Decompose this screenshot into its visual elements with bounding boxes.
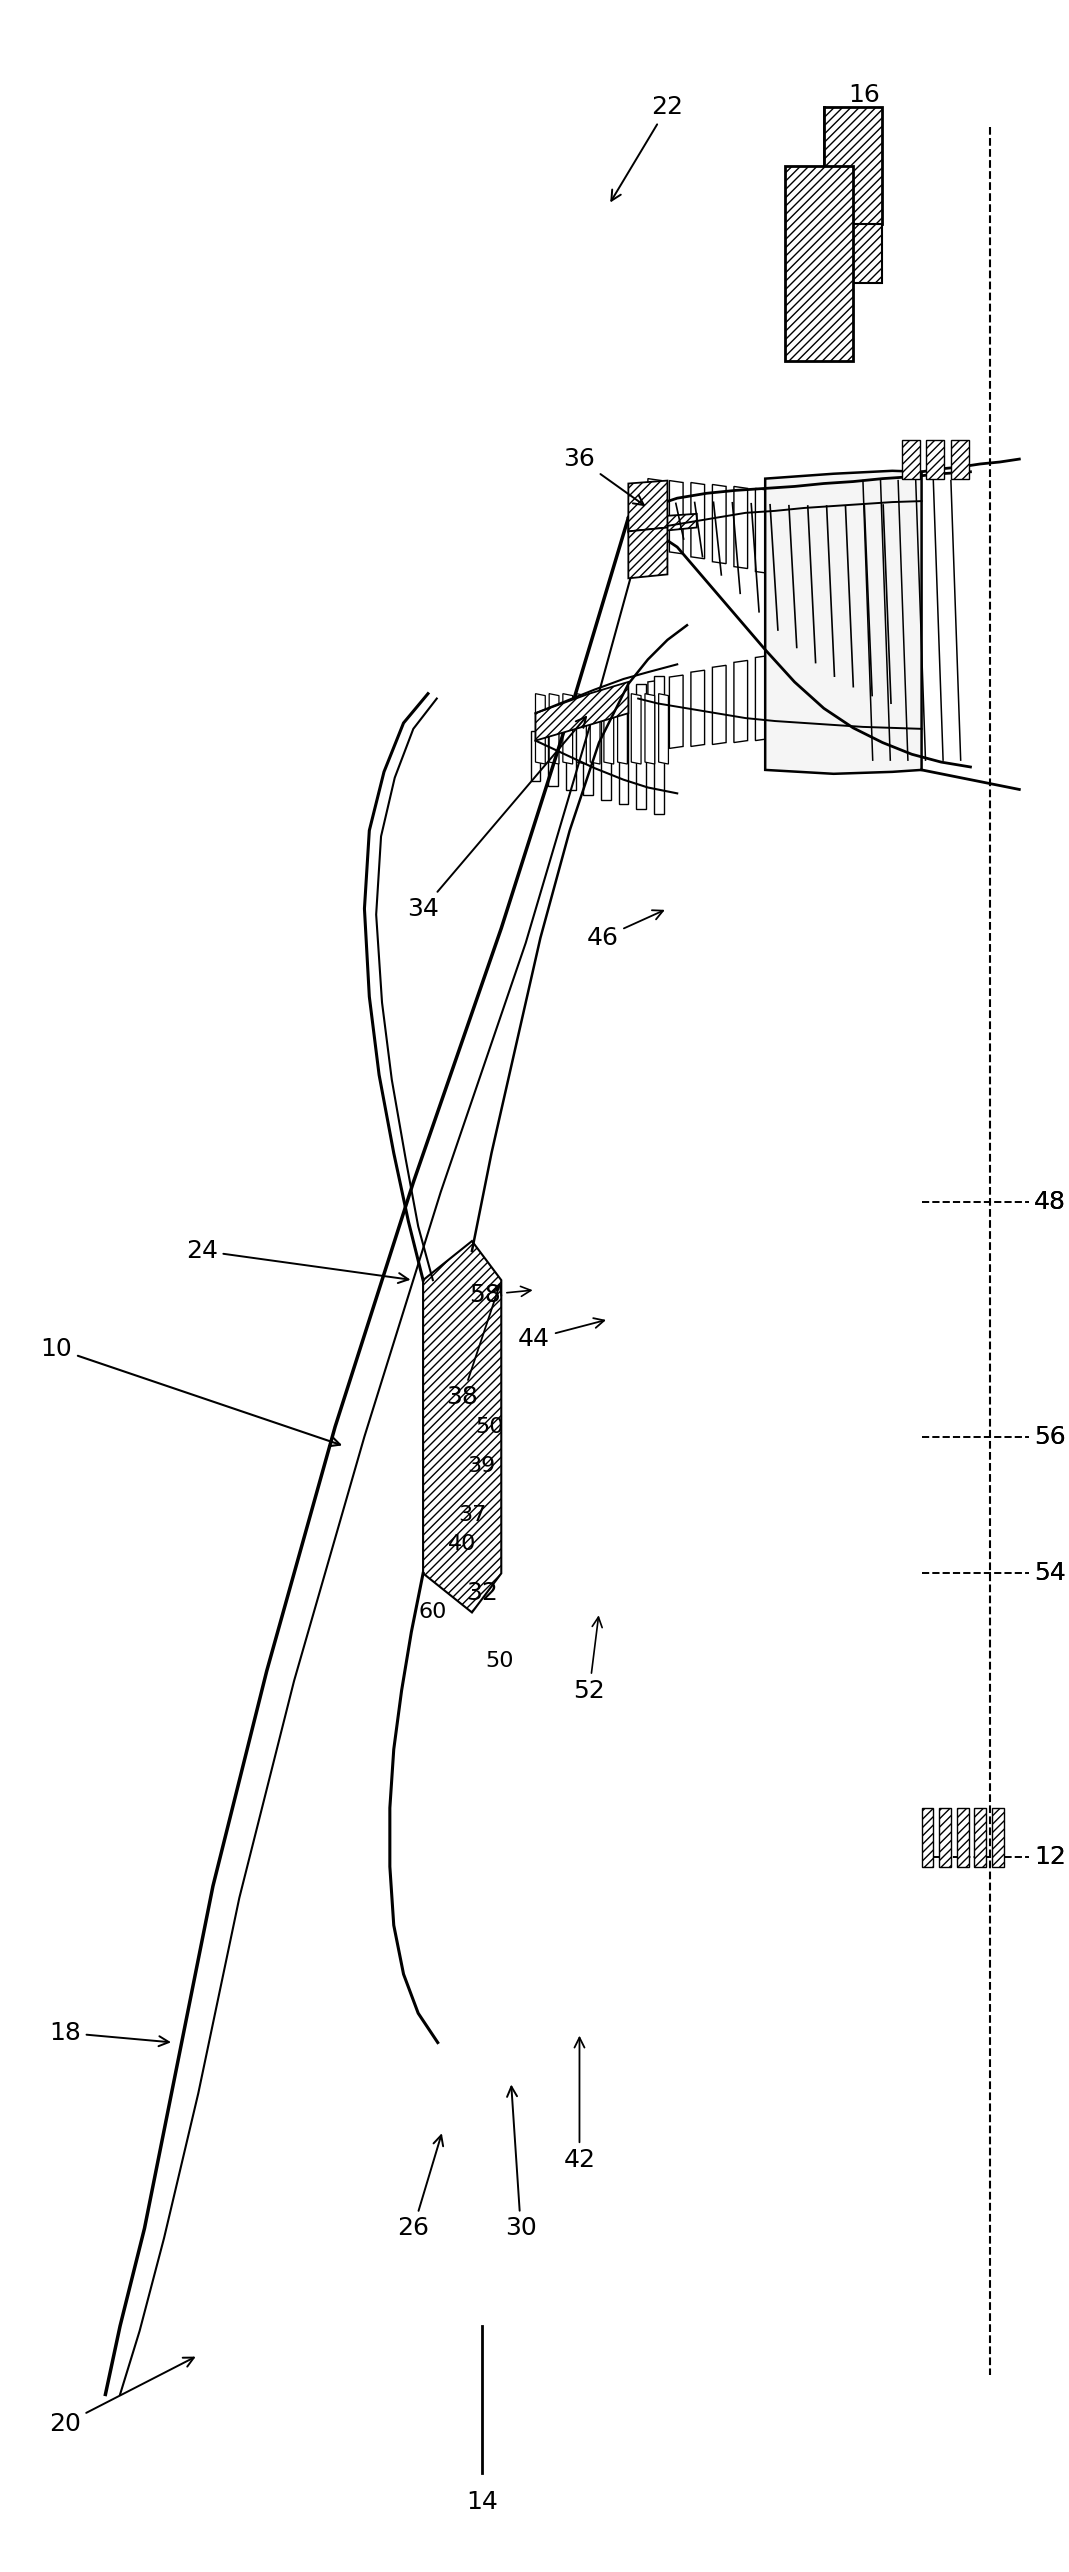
Text: 26: 26 <box>398 2135 444 2240</box>
Polygon shape <box>777 491 791 579</box>
Polygon shape <box>563 694 573 764</box>
Text: 12: 12 <box>1034 1844 1066 1870</box>
Polygon shape <box>566 715 575 790</box>
Polygon shape <box>841 496 855 594</box>
Polygon shape <box>734 661 747 743</box>
Text: 12: 12 <box>1034 1844 1066 1870</box>
Polygon shape <box>756 489 769 574</box>
Polygon shape <box>632 694 641 764</box>
Polygon shape <box>648 478 662 548</box>
Polygon shape <box>957 1808 969 1867</box>
Text: 36: 36 <box>563 448 644 504</box>
Polygon shape <box>820 640 834 736</box>
Polygon shape <box>669 481 683 553</box>
Polygon shape <box>590 694 600 764</box>
Text: 46: 46 <box>587 910 663 949</box>
Polygon shape <box>765 471 921 774</box>
Polygon shape <box>712 666 726 743</box>
Text: 18: 18 <box>49 2022 169 2047</box>
Polygon shape <box>548 723 558 784</box>
Polygon shape <box>902 440 919 478</box>
Polygon shape <box>756 656 769 741</box>
Polygon shape <box>863 499 877 597</box>
Polygon shape <box>974 1808 986 1867</box>
Polygon shape <box>734 486 747 568</box>
Polygon shape <box>940 1808 951 1867</box>
Polygon shape <box>536 694 545 764</box>
Text: 44: 44 <box>518 1317 604 1350</box>
Polygon shape <box>648 679 662 751</box>
Polygon shape <box>712 484 726 563</box>
Polygon shape <box>992 1808 1004 1867</box>
Polygon shape <box>530 730 540 782</box>
Polygon shape <box>601 700 610 800</box>
Text: 48: 48 <box>1034 1191 1066 1214</box>
Polygon shape <box>841 635 855 733</box>
Polygon shape <box>785 165 853 360</box>
Text: 48: 48 <box>1034 1191 1066 1214</box>
Polygon shape <box>576 694 586 764</box>
Text: 56: 56 <box>1034 1425 1066 1448</box>
Polygon shape <box>654 676 664 813</box>
Polygon shape <box>669 674 683 748</box>
Polygon shape <box>777 651 791 738</box>
Text: 16: 16 <box>849 82 880 108</box>
Text: 40: 40 <box>448 1533 477 1553</box>
Polygon shape <box>951 440 969 478</box>
Polygon shape <box>691 484 704 558</box>
Text: 50: 50 <box>485 1651 513 1672</box>
Text: 56: 56 <box>1034 1425 1066 1448</box>
Polygon shape <box>824 108 883 224</box>
Polygon shape <box>659 694 668 764</box>
Text: 58: 58 <box>469 1283 531 1307</box>
Text: 30: 30 <box>505 2086 537 2240</box>
Polygon shape <box>691 671 704 746</box>
Polygon shape <box>629 481 667 532</box>
Text: 24: 24 <box>186 1240 408 1283</box>
Text: 38: 38 <box>446 1283 501 1409</box>
Polygon shape <box>645 694 654 764</box>
Polygon shape <box>584 707 593 795</box>
Polygon shape <box>863 630 877 730</box>
Polygon shape <box>549 694 559 764</box>
Polygon shape <box>629 527 667 579</box>
Polygon shape <box>604 694 614 764</box>
Polygon shape <box>618 694 628 764</box>
Text: 32: 32 <box>466 1582 498 1605</box>
Polygon shape <box>619 692 629 805</box>
Polygon shape <box>824 224 883 283</box>
Text: 34: 34 <box>407 718 586 921</box>
Polygon shape <box>884 625 898 728</box>
Text: 42: 42 <box>563 2037 595 2171</box>
Text: 50: 50 <box>476 1417 503 1438</box>
Polygon shape <box>927 440 944 478</box>
Text: 37: 37 <box>458 1505 486 1525</box>
Text: 14: 14 <box>466 2490 498 2513</box>
Polygon shape <box>820 494 834 589</box>
Text: 22: 22 <box>611 95 683 201</box>
Polygon shape <box>636 684 646 810</box>
Text: 54: 54 <box>1034 1561 1066 1584</box>
Polygon shape <box>799 491 812 584</box>
Text: 54: 54 <box>1034 1561 1066 1584</box>
Text: 20: 20 <box>49 2359 193 2436</box>
Polygon shape <box>799 646 812 736</box>
Text: 60: 60 <box>419 1602 447 1623</box>
Polygon shape <box>921 1808 933 1867</box>
Text: 10: 10 <box>41 1337 340 1445</box>
Polygon shape <box>884 499 898 602</box>
Text: 39: 39 <box>467 1456 496 1476</box>
Polygon shape <box>423 1242 501 1613</box>
Polygon shape <box>536 682 629 741</box>
Polygon shape <box>629 514 697 532</box>
Text: 52: 52 <box>573 1618 605 1703</box>
